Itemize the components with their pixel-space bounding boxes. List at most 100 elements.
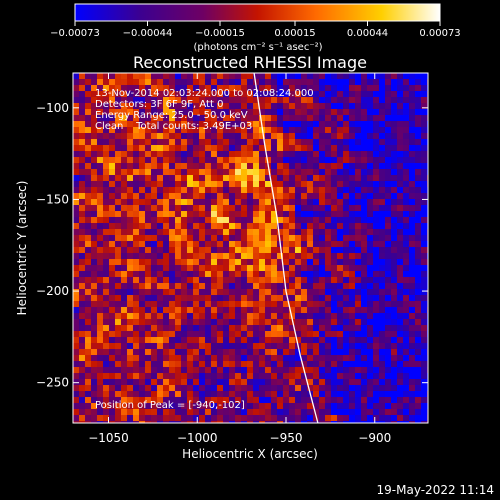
heatmap-cell [223, 337, 229, 343]
heatmap-cell [391, 181, 397, 187]
heatmap-cell [79, 307, 85, 313]
heatmap-cell [133, 217, 139, 223]
heatmap-cell [337, 301, 343, 307]
heatmap-cell [277, 97, 283, 103]
heatmap-cell [73, 151, 79, 157]
heatmap-cell [319, 409, 325, 415]
heatmap-cell [319, 277, 325, 283]
heatmap-cell [235, 151, 241, 157]
heatmap-cell [277, 295, 283, 301]
heatmap-cell [139, 271, 145, 277]
heatmap-cell [385, 379, 391, 385]
heatmap-cell [415, 187, 421, 193]
heatmap-cell [355, 91, 361, 97]
heatmap-cell [397, 109, 403, 115]
heatmap-cell [193, 379, 199, 385]
heatmap-cell [115, 139, 121, 145]
heatmap-cell [367, 205, 373, 211]
heatmap-cell [187, 385, 193, 391]
heatmap-cell [127, 79, 133, 85]
heatmap-cell [379, 337, 385, 343]
heatmap-cell [151, 409, 157, 415]
heatmap-cell [175, 109, 181, 115]
heatmap-cell [361, 301, 367, 307]
heatmap-cell [415, 163, 421, 169]
heatmap-cell [187, 259, 193, 265]
heatmap-cell [259, 199, 265, 205]
heatmap-cell [367, 127, 373, 133]
heatmap-cell [121, 247, 127, 253]
heatmap-cell [79, 235, 85, 241]
heatmap-cell [265, 217, 271, 223]
heatmap-cell [373, 241, 379, 247]
heatmap-cell [385, 217, 391, 223]
heatmap-cell [91, 409, 97, 415]
heatmap-cell [391, 145, 397, 151]
heatmap-cell [373, 79, 379, 85]
heatmap-cell [91, 289, 97, 295]
heatmap-cell [349, 175, 355, 181]
heatmap-cell [343, 343, 349, 349]
heatmap-cell [121, 217, 127, 223]
heatmap-cell [115, 181, 121, 187]
heatmap-cell [157, 235, 163, 241]
heatmap-cell [193, 109, 199, 115]
heatmap-cell [91, 187, 97, 193]
heatmap-cell [187, 217, 193, 223]
heatmap-cell [217, 271, 223, 277]
heatmap-cell [295, 97, 301, 103]
heatmap-cell [421, 295, 427, 301]
heatmap-cell [247, 109, 253, 115]
heatmap-cell [175, 307, 181, 313]
heatmap-cell [205, 391, 211, 397]
heatmap-cell [193, 73, 199, 79]
heatmap-cell [373, 259, 379, 265]
heatmap-cell [289, 109, 295, 115]
heatmap-cell [307, 139, 313, 145]
heatmap-cell [367, 355, 373, 361]
heatmap-cell [385, 151, 391, 157]
heatmap-cell [151, 331, 157, 337]
heatmap-cell [355, 277, 361, 283]
heatmap-cell [385, 349, 391, 355]
heatmap-cell [193, 205, 199, 211]
heatmap-cell [187, 307, 193, 313]
heatmap-cell [73, 163, 79, 169]
heatmap-cell [289, 91, 295, 97]
heatmap-cell [217, 91, 223, 97]
heatmap-cell [259, 229, 265, 235]
heatmap-cell [271, 151, 277, 157]
heatmap-cell [73, 127, 79, 133]
heatmap-cell [193, 247, 199, 253]
heatmap-cell [349, 313, 355, 319]
heatmap-cell [247, 259, 253, 265]
heatmap-cell [367, 187, 373, 193]
heatmap-cell [223, 229, 229, 235]
heatmap-cell [421, 181, 427, 187]
heatmap-cell [211, 337, 217, 343]
heatmap-cell [271, 103, 277, 109]
heatmap-cell [259, 235, 265, 241]
heatmap-cell [109, 205, 115, 211]
heatmap-cell [271, 121, 277, 127]
heatmap-cell [163, 139, 169, 145]
heatmap-cell [235, 409, 241, 415]
heatmap-cell [325, 157, 331, 163]
heatmap-cell [85, 367, 91, 373]
heatmap-cell [97, 379, 103, 385]
heatmap-cell [301, 109, 307, 115]
heatmap-cell [187, 199, 193, 205]
heatmap-cell [199, 277, 205, 283]
heatmap-cell [271, 229, 277, 235]
heatmap-cell [235, 205, 241, 211]
heatmap-cell [193, 307, 199, 313]
heatmap-cell [151, 379, 157, 385]
heatmap-cell [319, 295, 325, 301]
heatmap-cell [247, 247, 253, 253]
heatmap-cell [133, 109, 139, 115]
heatmap-cell [109, 103, 115, 109]
heatmap-cell [241, 349, 247, 355]
heatmap-cell [241, 313, 247, 319]
heatmap-cell [355, 205, 361, 211]
heatmap-cell [355, 247, 361, 253]
